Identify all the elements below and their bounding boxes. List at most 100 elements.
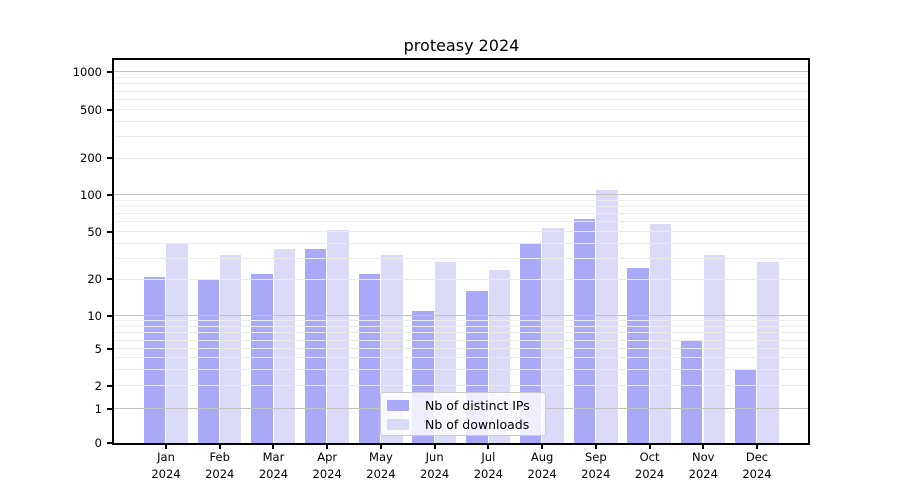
y-tick-label-2: 2 <box>94 378 102 393</box>
x-tick-aug <box>541 443 544 449</box>
y-tick-0 <box>107 442 113 444</box>
gridline-minor-40 <box>113 242 810 244</box>
gridline-minor-5 <box>113 348 810 350</box>
y-tick-1 <box>107 407 113 410</box>
y-tick-2 <box>107 384 113 387</box>
x-tick-sep <box>594 443 597 449</box>
x-tick-mar <box>272 443 275 449</box>
bar-downloads-mar <box>273 248 296 443</box>
x-tick-label-sep: Sep 2024 <box>581 450 611 481</box>
bar-distinct-ips-sep <box>573 219 595 443</box>
gridline-minor-200 <box>113 157 810 159</box>
bar-downloads-aug <box>542 227 564 443</box>
x-tick-label-may: May 2024 <box>366 450 396 481</box>
x-tick-label-jan: Jan 2024 <box>151 450 181 481</box>
y-tick-200 <box>107 157 113 160</box>
y-tick-10 <box>107 314 113 317</box>
gridline-minor-700 <box>113 90 810 92</box>
bar-downloads-jan <box>166 244 188 443</box>
legend-label-downloads: Nb of downloads <box>425 416 530 432</box>
gridline-minor-800 <box>113 83 810 85</box>
x-tick-label-aug: Aug 2024 <box>527 450 557 481</box>
gridline-minor-3 <box>113 368 810 370</box>
gridline-minor-60 <box>113 221 810 223</box>
x-tick-may <box>379 443 382 449</box>
bar-downloads-sep <box>596 189 618 443</box>
bar-downloads-oct <box>649 223 672 443</box>
x-tick-nov <box>702 443 705 449</box>
legend-item-distinct-ips: Nb of distinct IPs <box>387 396 537 415</box>
gridline-major-100 <box>113 194 810 196</box>
gridline-minor-90 <box>113 199 810 201</box>
y-tick-label-10: 10 <box>87 308 102 323</box>
x-tick-label-mar: Mar 2024 <box>258 450 289 481</box>
y-tick-label-50: 50 <box>87 224 102 239</box>
gridline-minor-50 <box>113 231 810 233</box>
y-tick-label-1000: 1000 <box>72 64 102 79</box>
bar-distinct-ips-nov <box>681 340 703 443</box>
legend-item-downloads: Nb of downloads <box>387 415 537 434</box>
gridline-minor-4 <box>113 357 810 359</box>
bar-distinct-ips-dec <box>734 369 757 443</box>
x-tick-jun <box>433 443 436 449</box>
bar-distinct-ips-oct <box>627 267 649 443</box>
y-tick-label-0: 0 <box>94 436 102 450</box>
x-tick-label-nov: Nov 2024 <box>688 450 718 481</box>
bar-distinct-ips-apr <box>304 248 327 443</box>
y-tick-label-200: 200 <box>80 151 102 166</box>
x-tick-label-oct: Oct 2024 <box>634 450 665 481</box>
y-tick-50 <box>107 230 113 233</box>
y-tick-100 <box>107 193 113 196</box>
x-tick-feb <box>218 443 221 449</box>
y-tick-label-20: 20 <box>87 272 102 287</box>
gridline-minor-30 <box>113 257 810 259</box>
y-tick-500 <box>107 108 113 111</box>
y-tick-label-100: 100 <box>80 187 102 202</box>
legend-swatch-distinct-ips <box>387 400 409 411</box>
gridline-minor-2 <box>113 385 810 387</box>
gridline-minor-9 <box>113 320 810 322</box>
y-tick-label-500: 500 <box>80 102 102 117</box>
bar-distinct-ips-mar <box>251 274 273 443</box>
gridline-major-10 <box>113 315 810 317</box>
y-tick-label-1: 1 <box>94 401 102 416</box>
gridline-minor-70 <box>113 213 810 215</box>
gridline-minor-20 <box>113 278 810 280</box>
bar-downloads-dec <box>757 261 779 443</box>
y-tick-5 <box>107 347 113 350</box>
legend: Nb of distinct IPs Nb of downloads <box>380 392 546 436</box>
gridline-minor-300 <box>113 136 810 138</box>
y-tick-20 <box>107 278 113 281</box>
plot-area <box>113 60 810 443</box>
bar-distinct-ips-may <box>358 274 381 443</box>
gridline-major-1000 <box>113 71 810 73</box>
gridline-minor-6 <box>113 339 810 341</box>
x-tick-label-jun: Jun 2024 <box>419 450 450 481</box>
x-tick-apr <box>326 443 329 449</box>
y-tick-1000 <box>107 70 113 73</box>
x-tick-oct <box>648 443 651 449</box>
gridline-minor-600 <box>113 99 810 101</box>
legend-swatch-downloads <box>387 419 409 430</box>
gridline-minor-500 <box>113 109 810 111</box>
bar-distinct-ips-feb <box>197 279 219 443</box>
y-tick-label-5: 5 <box>94 341 102 356</box>
x-tick-label-apr: Apr 2024 <box>312 450 342 481</box>
x-tick-label-jul: Jul 2024 <box>473 450 503 481</box>
gridline-minor-400 <box>113 121 810 123</box>
gridline-minor-80 <box>113 206 810 208</box>
gridline-minor-8 <box>113 325 810 327</box>
x-tick-dec <box>755 443 758 449</box>
bar-distinct-ips-jan <box>143 276 166 443</box>
legend-label-distinct-ips: Nb of distinct IPs <box>425 397 530 413</box>
x-tick-jul <box>487 443 490 449</box>
grid-layer <box>113 60 810 443</box>
x-tick-label-dec: Dec 2024 <box>742 450 772 481</box>
chart-title: proteasy 2024 <box>403 36 520 55</box>
x-tick-jan <box>165 443 167 449</box>
gridline-minor-7 <box>113 332 810 334</box>
bar-downloads-apr <box>327 229 349 443</box>
gridline-minor-900 <box>113 76 810 78</box>
x-tick-label-feb: Feb 2024 <box>205 450 235 481</box>
